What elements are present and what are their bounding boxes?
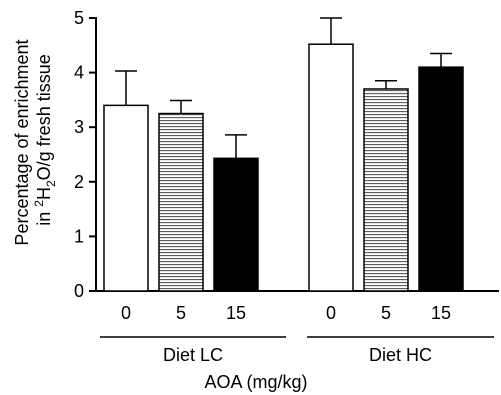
group-labels: Diet LC Diet HC — [100, 336, 494, 365]
x-tick-label: 5 — [381, 303, 391, 323]
y-tick-label: 1 — [74, 226, 84, 246]
bar — [418, 66, 464, 292]
y-axis-label-line1: Percentage of enrichment — [12, 39, 32, 245]
bars — [103, 17, 464, 292]
y-axis-label: Percentage of enrichment in 2H2O/g fresh… — [12, 34, 58, 245]
y-axis-label-mid: H — [34, 187, 54, 200]
x-tick-labels: 0 5 15 0 5 15 — [121, 303, 451, 323]
x-tick-label: 0 — [121, 303, 131, 323]
x-tick-label: 15 — [226, 303, 246, 323]
y-tick-label: 4 — [74, 63, 84, 83]
y-tick-label: 5 — [74, 8, 84, 28]
y-tick-label: 2 — [74, 172, 84, 192]
y-axis-label-line2-prefix: in — [34, 207, 54, 226]
bar — [103, 104, 149, 292]
y-tick-label: 0 — [74, 281, 84, 301]
y-tick-label: 3 — [74, 117, 84, 137]
bar — [363, 88, 409, 292]
group-label: Diet HC — [369, 345, 432, 365]
x-axis-label: AOA (mg/kg) — [204, 372, 307, 392]
y-axis-label-sup: 2 — [32, 200, 46, 207]
bar — [213, 157, 259, 292]
bar — [158, 112, 204, 292]
x-tick-label: 0 — [326, 303, 336, 323]
y-axis-label-sub: 2 — [44, 180, 58, 187]
group-label: Diet LC — [163, 345, 223, 365]
x-tick-label: 15 — [431, 303, 451, 323]
y-axis-label-suffix: O/g fresh tissue — [34, 54, 54, 180]
bar — [308, 43, 354, 292]
x-tick-label: 5 — [176, 303, 186, 323]
